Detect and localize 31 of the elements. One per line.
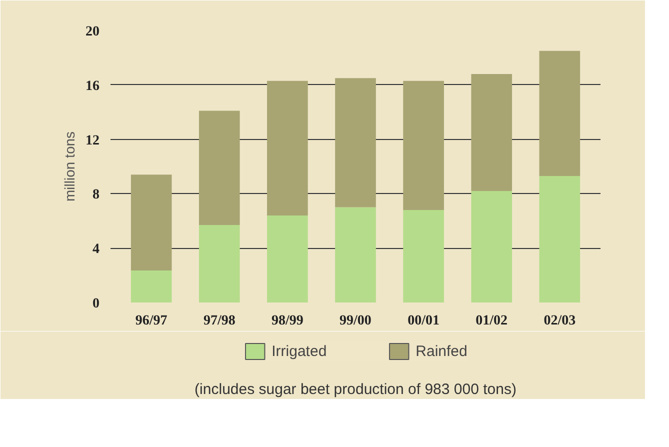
bar [471, 74, 512, 191]
y-tick-label: 8 [92, 188, 100, 203]
x-tick-label: 02/03 [544, 314, 576, 328]
x-tick-label: 99/00 [340, 314, 372, 328]
x-tick-label: 97/98 [203, 314, 236, 328]
y-tick-label: 20 [86, 24, 100, 40]
y-tick-label: 0 [92, 296, 100, 312]
x-tick-label: 98/99 [272, 314, 304, 328]
bar [198, 224, 240, 302]
y-axis-title: million tons [62, 131, 78, 202]
y-tick-label: 4 [92, 242, 100, 258]
legend-label: Rainfed [416, 342, 468, 360]
bar [403, 210, 444, 302]
bar [335, 207, 376, 302]
bar [130, 270, 172, 302]
bar [267, 215, 308, 302]
x-tick-label: 96/97 [135, 314, 168, 328]
y-tick-label: 12 [86, 133, 100, 148]
bar [403, 80, 444, 210]
bar [335, 78, 376, 208]
bar [198, 110, 240, 225]
bar [267, 80, 308, 216]
x-tick-label: 00/01 [408, 314, 440, 328]
bar [539, 176, 580, 302]
legend-label: Irrigated [272, 342, 327, 360]
bar [471, 190, 512, 302]
bar [130, 174, 172, 271]
bar [539, 50, 580, 176]
y-tick-label: 16 [86, 78, 100, 94]
text: (includes sugar beet production of 983 000 tons) [194, 381, 516, 398]
x-tick-label: 01/02 [476, 314, 508, 328]
